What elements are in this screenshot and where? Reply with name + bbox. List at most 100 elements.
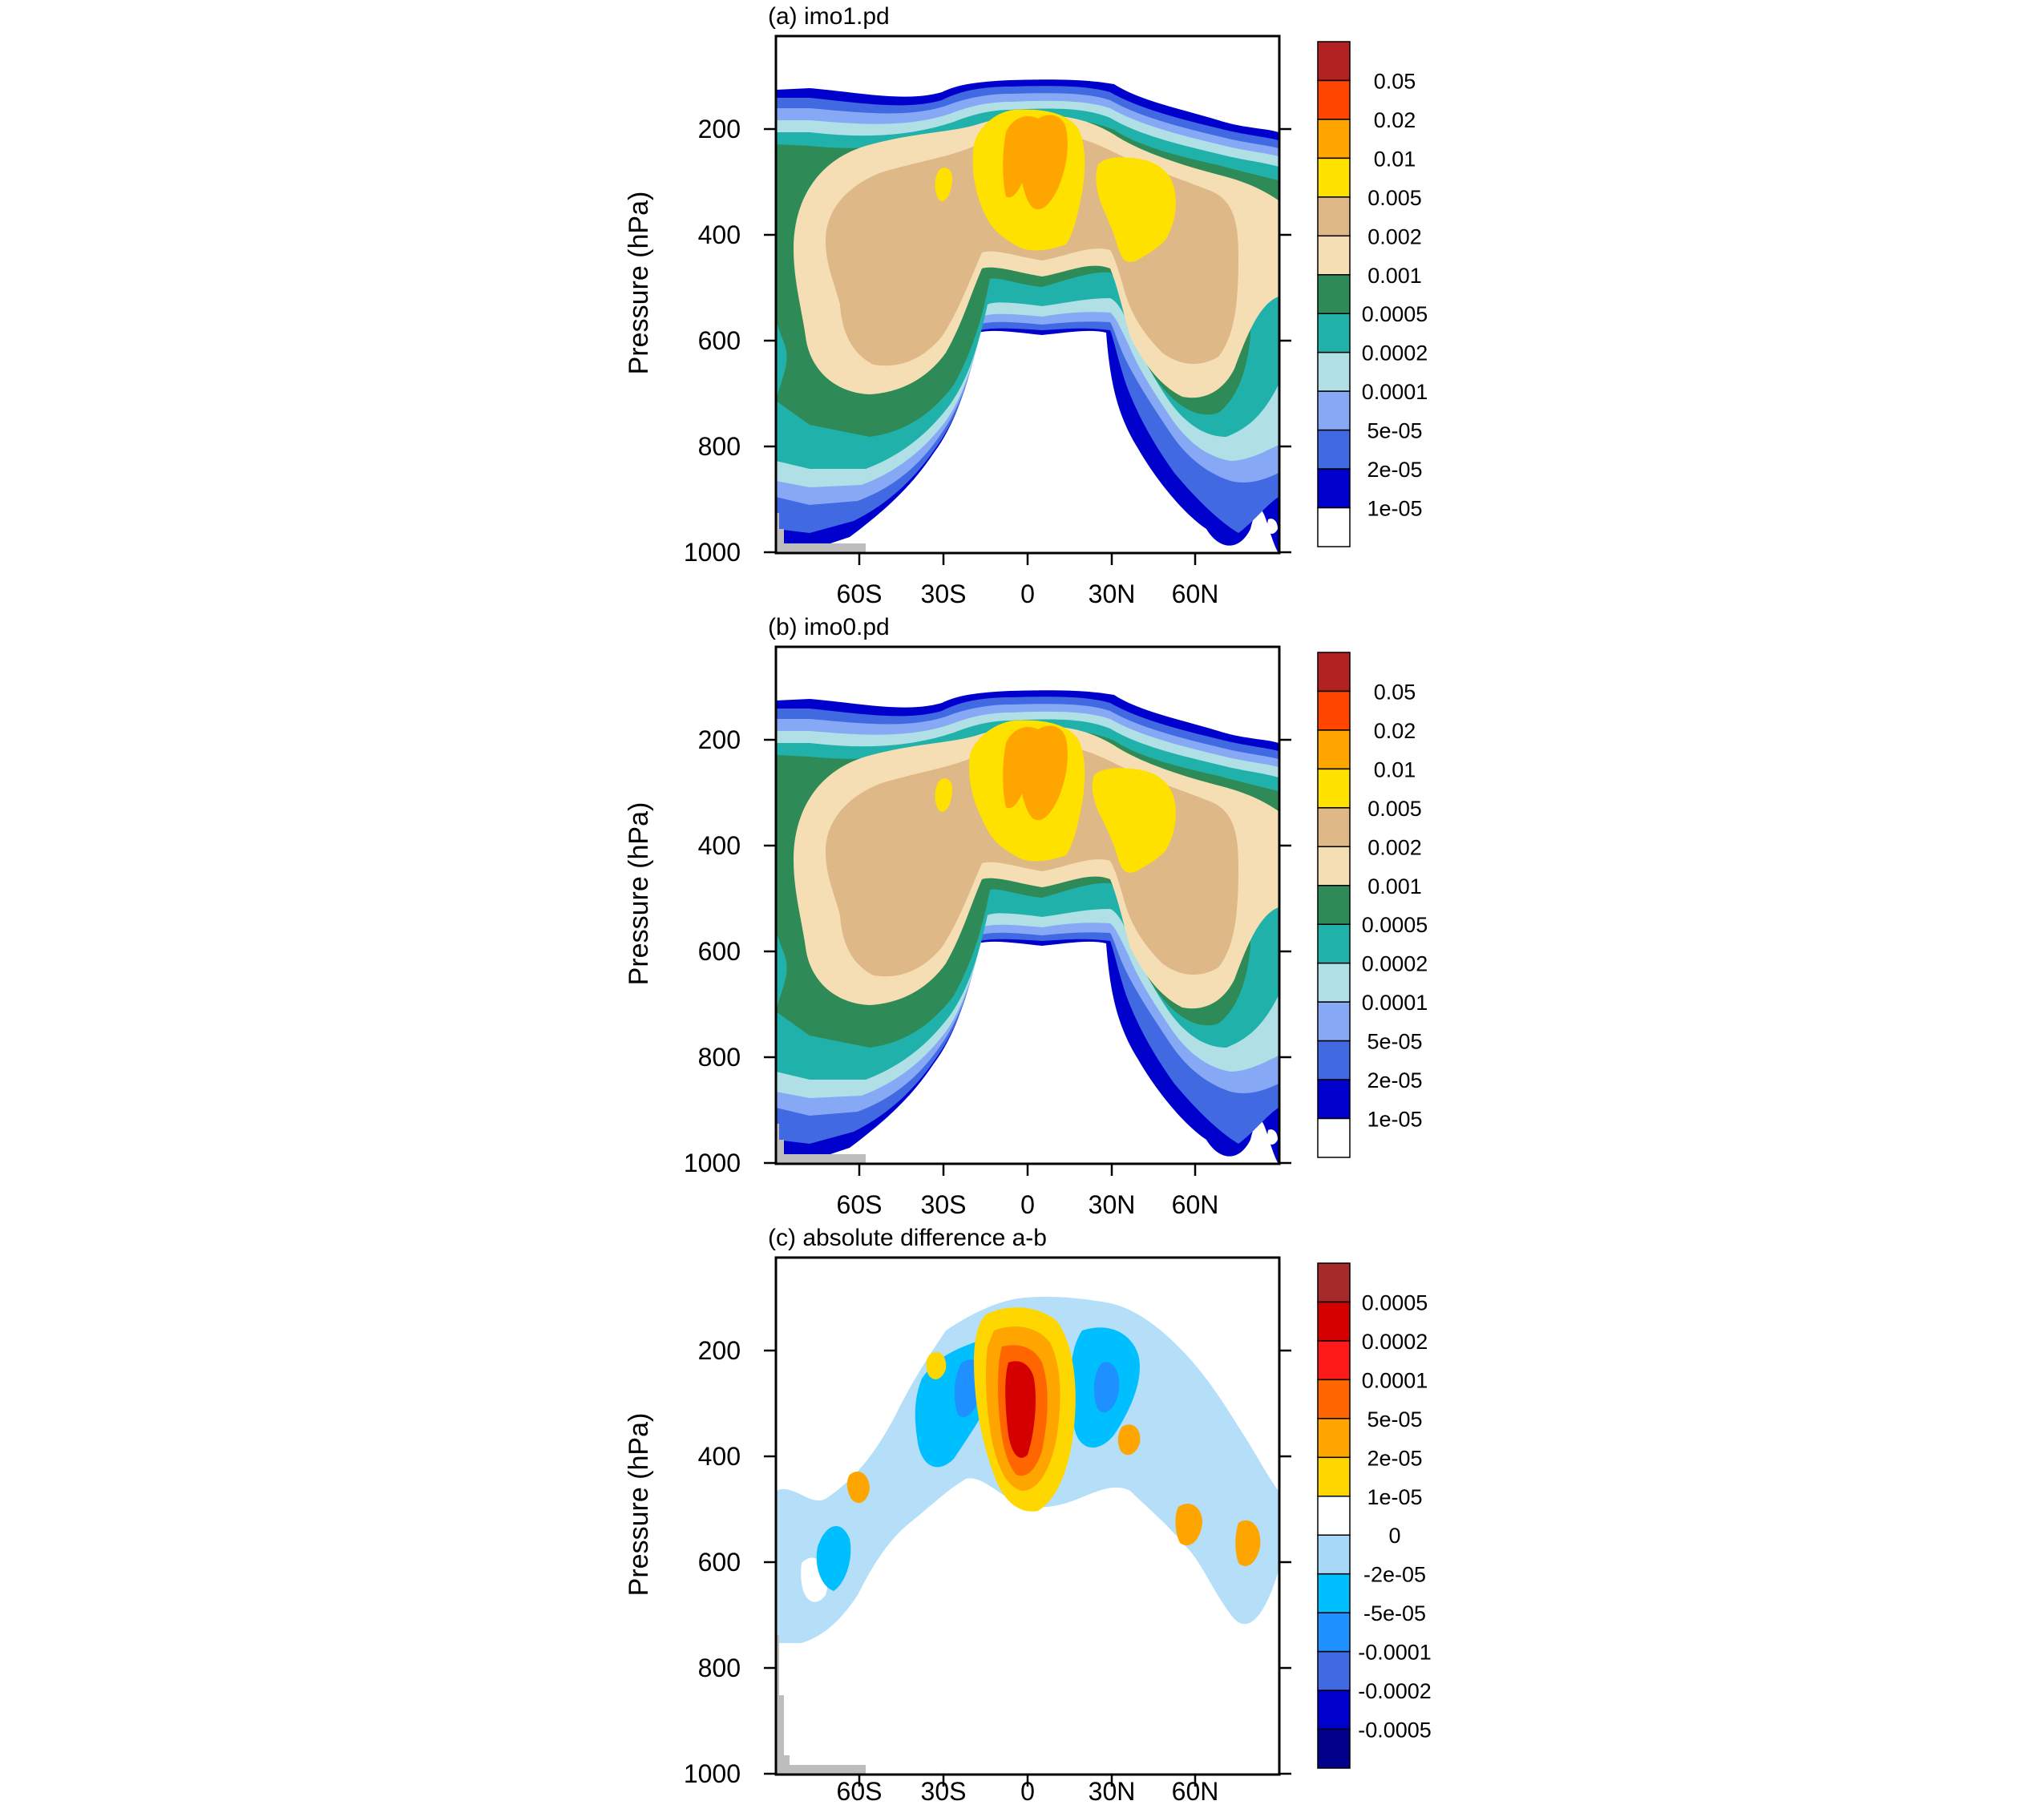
- colorbar-level-label: 1e-05: [1367, 1485, 1422, 1509]
- panel-c-topography: [776, 1635, 866, 1775]
- colorbar-level-label: 0.0001: [1362, 991, 1428, 1015]
- panel-c-ytick-label: 400: [698, 1442, 741, 1471]
- colorbar-level-label: 0.002: [1367, 224, 1422, 248]
- panel-c-xticks: [858, 1775, 1197, 1787]
- panel-c-diff-pos-core: [1235, 1520, 1261, 1566]
- colorbar-level-label: 0.0002: [1362, 341, 1428, 365]
- colorbar-swatch: [1317, 846, 1351, 886]
- panel-a-ytick-label: 800: [698, 432, 741, 461]
- panel-a-ytick-label: 200: [698, 115, 741, 143]
- panel-c-title: (c) absolute difference a-b: [768, 1225, 1047, 1251]
- colorbar-swatch: [1317, 1612, 1351, 1653]
- panel-c-ytick-label: 200: [698, 1336, 741, 1365]
- panel-c-diff-hole: [1153, 1550, 1181, 1595]
- colorbar-swatch: [1317, 1079, 1351, 1120]
- panel-c-xtick-label: 30S: [921, 1777, 967, 1805]
- panel-a: (a) imo1.pd Pressure (hPa): [624, 3, 1428, 608]
- colorbar-level-label: 0.005: [1367, 797, 1422, 821]
- panel-b-xticks: [858, 1164, 1197, 1176]
- panel-a-ytick-label: 1000: [684, 538, 741, 567]
- colorbar-swatch: [1317, 1418, 1351, 1459]
- colorbar-level-label: 1e-05: [1367, 1108, 1422, 1132]
- panel-c-ytick-label: 1000: [684, 1759, 741, 1788]
- panel-c-diff-neg-core: [1093, 1362, 1120, 1413]
- panel-c-diff-pos-core: [1005, 1361, 1036, 1458]
- colorbar-level-label: -0.0005: [1358, 1718, 1432, 1742]
- panel-b-ytick-labels: 200 400 600 800 1000: [684, 725, 741, 1177]
- colorbar-level-label: 5e-05: [1367, 1407, 1422, 1431]
- colorbar-level-label: 0.0001: [1362, 380, 1428, 404]
- panel-a-ytick-labels: 200 400 600 800 1000: [684, 115, 741, 567]
- panel-a-ytick-label: 600: [698, 326, 741, 355]
- panel-c-ytick-label: 800: [698, 1654, 741, 1682]
- panel-a-white-patch: [1266, 519, 1278, 534]
- panel-b-yticks: [764, 738, 1291, 1165]
- colorbar-level-label: 0.002: [1367, 835, 1422, 859]
- colorbar-level-label: 0: [1388, 1524, 1400, 1548]
- colorbar-level-label: 0.005: [1367, 186, 1422, 210]
- colorbar-swatch: [1317, 690, 1351, 731]
- colorbar-level-label: 0.001: [1367, 264, 1422, 288]
- panel-c-ytick-labels: 200 400 600 800 1000: [684, 1336, 741, 1788]
- colorbar-swatch: [1317, 1001, 1351, 1042]
- panel-b-xtick-label: 30S: [921, 1190, 967, 1219]
- panel-c-xtick-label: 30N: [1089, 1777, 1136, 1805]
- colorbar-swatch: [1317, 157, 1351, 198]
- colorbar-swatch: [1317, 1340, 1351, 1381]
- colorbar-level-label: 0.02: [1374, 108, 1416, 132]
- panel-b-xtick-label: 30N: [1089, 1190, 1136, 1219]
- colorbar-level-label: 0.0005: [1362, 913, 1428, 937]
- colorbar-swatch: [1317, 507, 1351, 547]
- panel-c-ylabel: Pressure (hPa): [624, 1413, 654, 1597]
- panel-a-title: (a) imo1.pd: [768, 3, 890, 30]
- colorbar-level-label: 2e-05: [1367, 1068, 1422, 1092]
- colorbar-swatch: [1317, 807, 1351, 848]
- panel-b-ytick-label: 200: [698, 725, 741, 754]
- panel-b: (b) imo0.pd Pressure (hPa): [624, 614, 1428, 1219]
- colorbar-level-label: 0.05: [1374, 680, 1416, 704]
- panel-c-xtick-labels: 60S 30S 0 30N 60N: [837, 1777, 1219, 1805]
- colorbar-level-label: -0.0002: [1358, 1679, 1432, 1703]
- panel-c-ytick-label: 600: [698, 1548, 741, 1577]
- panel-b-xtick-label: 0: [1020, 1190, 1035, 1219]
- panel-c-yticks: [764, 1349, 1291, 1775]
- colorbar-level-label: 0.001: [1367, 874, 1422, 898]
- colorbar-swatch: [1317, 1650, 1351, 1691]
- panel-b-ytick-label: 600: [698, 937, 741, 966]
- panel-b-title: (b) imo0.pd: [768, 614, 890, 640]
- colorbar-swatch: [1317, 1456, 1351, 1497]
- panel-c-diff-pos-core: [926, 1351, 947, 1379]
- panel-a-xtick-label: 30N: [1089, 579, 1136, 608]
- panel-b-xtick-label: 60S: [837, 1190, 883, 1219]
- panel-a-band-0.005-spot: [935, 168, 952, 201]
- panel-c-diff-neg-core: [816, 1525, 851, 1591]
- panel-c-xtick-label: 0: [1020, 1777, 1035, 1805]
- colorbar-swatch: [1317, 196, 1351, 237]
- colorbar-level-label: 0.0002: [1362, 952, 1428, 976]
- colorbar-swatch: [1317, 1301, 1351, 1342]
- colorbar-swatch: [1317, 79, 1351, 120]
- colorbar-level-label: 0.0001: [1362, 1368, 1428, 1392]
- colorbar-swatch: [1317, 729, 1351, 770]
- colorbar-swatch: [1317, 768, 1351, 809]
- panel-a-plot: [776, 79, 1279, 554]
- panel-c-diff-pos-core: [1117, 1424, 1141, 1456]
- colorbar-level-label: 0.01: [1374, 757, 1416, 781]
- colorbar-swatch: [1317, 313, 1351, 353]
- colorbar-swatch: [1317, 1040, 1351, 1080]
- colorbar-swatch: [1317, 1379, 1351, 1419]
- panel-b-colorbar: 0.05 0.02 0.01 0.005 0.002 0.001 0.0005 0.0002 0…: [1317, 652, 1428, 1158]
- panel-c: (c) absolute difference a-b Pressure (hP…: [624, 1225, 1432, 1805]
- panel-a-band-0.01: [1003, 115, 1068, 210]
- colorbar-swatch: [1317, 235, 1351, 276]
- colorbar-level-label: 2e-05: [1367, 458, 1422, 482]
- panel-b-ytick-label: 800: [698, 1043, 741, 1072]
- panel-b-ylabel: Pressure (hPa): [624, 802, 654, 986]
- colorbar-level-label: 0.0002: [1362, 1330, 1428, 1354]
- panel-a-topography: [776, 513, 866, 553]
- panel-a-xtick-label: 60S: [837, 579, 883, 608]
- colorbar-swatch: [1317, 962, 1351, 1003]
- colorbar-swatch: [1317, 468, 1351, 509]
- colorbar-level-label: 1e-05: [1367, 497, 1422, 521]
